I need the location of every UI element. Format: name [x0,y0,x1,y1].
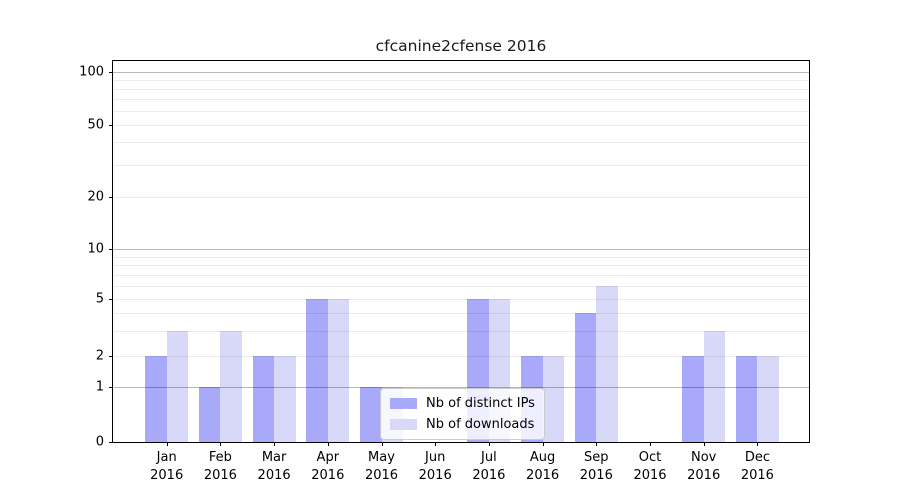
chart-title: cfcanine2cfense 2016 [375,37,547,55]
bar-distinct-ips-feb [198,386,221,442]
axis-layer: 100 50 20 10 5 2 1 0 Jan 2016 Feb 2016 Mar 2016 Apr 201… [79,61,809,483]
y-tick-label: 1 [95,379,104,395]
bar-distinct-ips-nov [682,356,704,442]
x-tick-mark [166,442,168,446]
legend-label-distinct-ips: Nb of distinct IPs [426,396,535,411]
x-tick-label: Apr 2016 [311,450,345,483]
x-tick-label: Nov 2016 [687,450,721,483]
bar-distinct-ips-may [360,386,382,442]
x-tick-mark [488,442,490,446]
gridline-7 [113,274,809,276]
y-tick-mark [109,299,113,301]
y-tick-mark [109,356,113,358]
x-tick-label: Sep 2016 [579,450,613,483]
legend-label-downloads: Nb of downloads [426,417,535,432]
bar-downloads-aug [542,356,565,442]
gridline-6 [113,285,809,287]
plot-area: 100 50 20 10 5 2 1 0 Jan 2016 Feb 2016 Mar 2016 Apr 201… [79,60,810,483]
gridline-100 [113,71,809,73]
gridline-70 [113,99,809,101]
x-tick-mark [650,442,651,446]
bar-downloads-dec [757,356,779,442]
gridline-90 [113,79,809,81]
x-tick-label: Mar 2016 [257,450,291,483]
x-tick-label: Jul 2016 [472,450,506,483]
legend-swatch-downloads [390,419,417,430]
bar-distinct-ips-mar [252,356,275,442]
gridline-1 [113,386,809,388]
x-tick-label: Dec 2016 [740,450,774,483]
bar-downloads-nov [703,330,726,442]
x-tick-mark [274,442,276,446]
gridline-80 [113,88,809,90]
y-tick-mark [109,442,113,443]
bar-distinct-ips-jan [145,356,167,442]
bar-downloads-sep [596,285,618,442]
legend-item-distinct-ips: Nb of distinct IPs [390,396,535,411]
gridline-40 [113,142,809,144]
x-tick-mark [542,442,544,446]
y-tick-label: 20 [87,189,104,205]
bar-downloads-jan [166,330,189,442]
x-tick-label: Jun 2016 [418,450,452,483]
x-tick-mark [435,442,437,446]
y-tick-mark [109,124,113,126]
gridline-8 [113,265,809,267]
y-tick-label: 2 [95,348,104,364]
x-tick-mark [703,442,705,446]
y-tick-label: 0 [95,434,104,450]
bars-layer [113,61,809,442]
gridline-30 [113,165,809,167]
gridline-9 [113,256,809,258]
grid-layer [113,61,809,442]
y-tick-label: 5 [95,291,104,307]
x-tick-mark [381,442,383,446]
x-tick-label: Aug 2016 [526,450,560,483]
y-tick-mark [109,71,113,73]
bar-downloads-mar [274,356,296,442]
x-tick-mark [596,442,598,446]
y-tick-mark [109,197,113,199]
x-tick-mark [757,442,759,446]
x-tick-mark [220,442,222,446]
y-tick-mark [109,386,113,388]
bar-distinct-ips-apr [306,299,328,442]
bar-downloads-apr [327,299,350,442]
legend: Nb of distinct IPs Nb of downloads [380,388,545,440]
x-tick-mark [327,442,329,446]
gridline-20 [113,197,809,199]
x-tick-label: Jan 2016 [150,450,184,483]
x-tick-label: Feb 2016 [203,450,237,483]
gridline-3 [113,330,809,332]
legend-item-downloads: Nb of downloads [390,417,535,432]
legend-swatch-distinct-ips [390,398,417,409]
y-tick-mark [109,249,113,251]
gridline-4 [113,312,809,314]
gridline-60 [113,110,809,112]
x-tick-label: Oct 2016 [633,450,667,483]
bar-downloads-feb [220,330,242,442]
bar-distinct-ips-sep [574,312,597,442]
y-tick-label: 50 [87,117,104,133]
y-tick-label: 10 [87,241,104,257]
gridline-2 [113,356,809,358]
x-tick-label: May 2016 [364,450,399,483]
y-tick-label: 100 [79,64,104,80]
gridline-10 [113,249,809,251]
bar-distinct-ips-dec [735,356,758,442]
gridline-5 [113,299,809,301]
gridline-50 [113,124,809,126]
